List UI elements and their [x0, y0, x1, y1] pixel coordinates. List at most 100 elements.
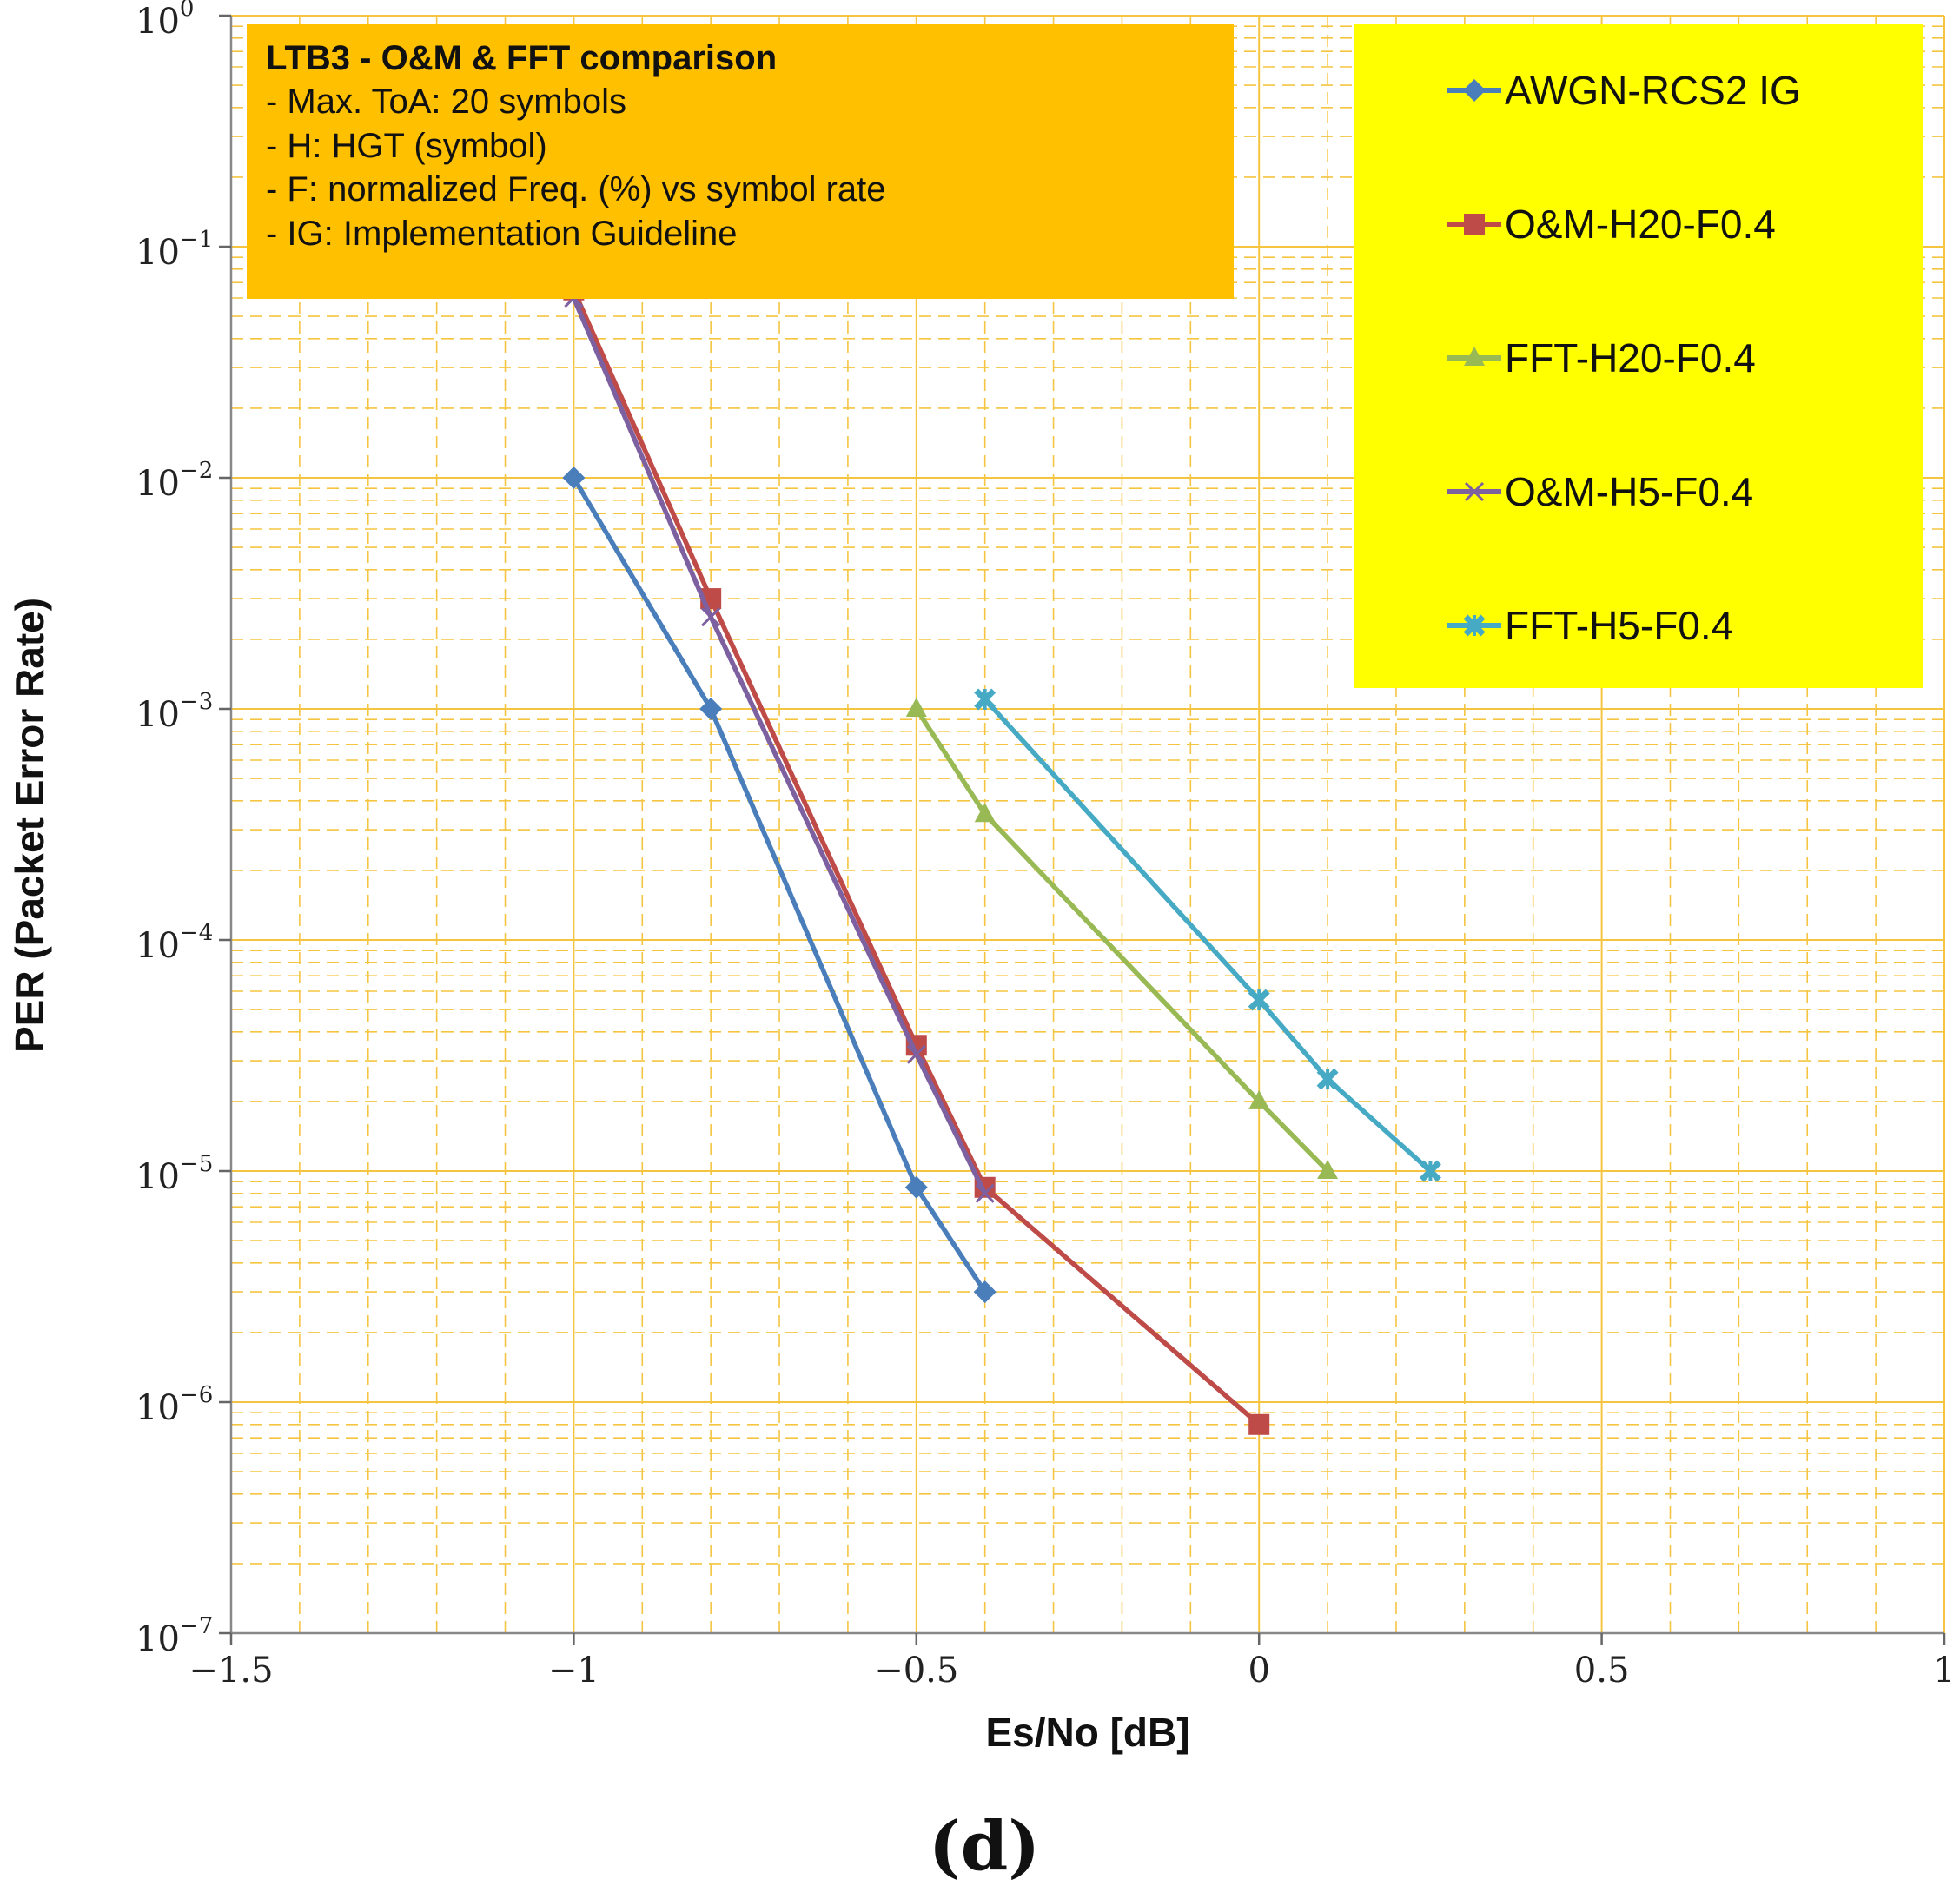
- data-point: [1316, 1068, 1339, 1090]
- data-point: [906, 1044, 926, 1064]
- y-tick-base: 10: [136, 2, 180, 42]
- data-point: [1419, 1160, 1441, 1182]
- legend-swatch-marker: [1464, 347, 1485, 366]
- x-marker-stroke: [906, 1044, 926, 1064]
- y-tick-label: 10−5: [136, 1151, 213, 1197]
- diamond-marker-shape: [1463, 79, 1486, 102]
- triangle-marker-shape: [1317, 1160, 1339, 1179]
- data-point: [905, 698, 927, 717]
- y-tick-exponent: −7: [180, 1613, 213, 1639]
- x-tick-label: −0.5: [874, 1651, 958, 1691]
- triangle-marker-shape: [1464, 347, 1485, 366]
- y-tick-exponent: −1: [180, 227, 213, 253]
- annotation-line-1: - Max. ToA: 20 symbols: [266, 83, 626, 121]
- data-point: [904, 1175, 928, 1199]
- diamond-marker-shape: [904, 1175, 928, 1199]
- legend-label: AWGN-RCS2 IG: [1505, 68, 1801, 113]
- diamond-marker-shape: [699, 698, 723, 720]
- y-tick-label: 10−2: [136, 458, 213, 504]
- y-tick-label: 10−6: [136, 1382, 213, 1428]
- annotation-title: LTB3 - O&M & FFT comparison: [266, 39, 777, 77]
- legend-swatch-marker: [1464, 214, 1485, 235]
- series-awgn-rcs2-ig: [562, 467, 997, 1304]
- square-marker-shape: [1464, 214, 1485, 235]
- legend-label: FFT-H20-F0.4: [1505, 335, 1756, 381]
- series-line: [914, 707, 1330, 1173]
- data-point: [975, 1183, 995, 1203]
- data-point: [562, 467, 586, 489]
- legend-entry-awgn-rcs2-ig: AWGN-RCS2 IG: [1447, 68, 1801, 113]
- legend-entry-o-m-h5-f0-4: O&M-H5-F0.4: [1447, 469, 1753, 514]
- y-tick-exponent: −3: [180, 689, 213, 715]
- triangle-marker-shape: [1248, 1089, 1270, 1109]
- series-line: [983, 698, 1433, 1174]
- legend-label: O&M-H5-F0.4: [1505, 469, 1753, 514]
- y-tick-base: 10: [136, 1157, 180, 1197]
- y-tick-exponent: −6: [180, 1382, 213, 1408]
- x-marker-stroke: [975, 1183, 995, 1203]
- x-tick-labels: −1.5 −1 −0.5 0 0.5 1: [189, 1651, 1955, 1691]
- data-point: [973, 1280, 997, 1304]
- x-tick-label: 0: [1248, 1651, 1269, 1691]
- data-point: [701, 607, 721, 627]
- y-tick-exponent: −5: [180, 1151, 213, 1177]
- annotation-line-3: - F: normalized Freq. (%) vs symbol rate: [266, 170, 886, 208]
- data-point: [699, 698, 723, 720]
- series-line: [572, 476, 987, 1294]
- legend-entry-o-m-h20-f0-4: O&M-H20-F0.4: [1447, 202, 1776, 247]
- legend-swatch-marker: [1464, 481, 1485, 502]
- legend-swatch-marker: [1463, 79, 1486, 102]
- y-tick-base: 10: [136, 1388, 180, 1428]
- y-tick-exponent: −4: [180, 920, 213, 946]
- y-tick-exponent: −2: [180, 458, 213, 484]
- y-tick-label: 10−4: [136, 920, 213, 966]
- y-tick-label: 10−3: [136, 689, 213, 735]
- x-tick-label: 1: [1933, 1651, 1955, 1691]
- annotation-box: LTB3 - O&M & FFT comparison - Max. ToA: …: [247, 24, 1234, 299]
- square-marker-shape: [1248, 1413, 1270, 1435]
- legend: AWGN-RCS2 IG O&M-H20-F0.4 FFT-H20-F0.4 O&M-…: [1354, 24, 1923, 688]
- annotation-line-4: - IG: Implementation Guideline: [266, 215, 737, 253]
- y-tick-base: 10: [136, 233, 180, 273]
- diamond-marker-shape: [562, 467, 586, 489]
- series-layer: [562, 279, 1441, 1435]
- data-point: [1248, 1089, 1270, 1109]
- data-point: [1317, 1160, 1339, 1179]
- y-axis-title: PER (Packet Error Rate): [7, 598, 52, 1053]
- y-tick-base: 10: [136, 695, 180, 735]
- x-marker-stroke: [1464, 481, 1485, 502]
- x-axis-title: Es/No [dB]: [985, 1710, 1189, 1755]
- y-tick-exponent: 0: [180, 0, 195, 22]
- legend-entry-fft-h5-f0-4: FFT-H5-F0.4: [1447, 603, 1733, 648]
- diamond-marker-shape: [973, 1280, 997, 1304]
- y-tick-label: 100: [136, 0, 194, 42]
- series-fft-h5-f0-4: [974, 688, 1441, 1182]
- y-tick-base: 10: [136, 464, 180, 504]
- triangle-marker-shape: [974, 803, 996, 823]
- axes: [219, 14, 1946, 1645]
- series-line: [571, 296, 988, 1194]
- x-tick-label: 0.5: [1574, 1651, 1630, 1691]
- triangle-marker-shape: [905, 698, 927, 717]
- data-point: [974, 803, 996, 823]
- panel-label: (d): [929, 1807, 1040, 1886]
- y-tick-label: 10−1: [136, 227, 213, 273]
- annotation-background: [247, 24, 1234, 299]
- annotation-line-2: - H: HGT (symbol): [266, 127, 547, 165]
- legend-label: O&M-H20-F0.4: [1505, 202, 1776, 247]
- x-marker-stroke: [701, 607, 721, 627]
- x-tick-label: −1.5: [189, 1651, 273, 1691]
- y-tick-base: 10: [136, 926, 180, 966]
- legend-label: FFT-H5-F0.4: [1505, 603, 1733, 648]
- legend-swatch-marker: [1463, 614, 1486, 637]
- y-tick-label: 10−7: [136, 1613, 213, 1659]
- data-point: [1248, 1413, 1270, 1435]
- legend-entry-fft-h20-f0-4: FFT-H20-F0.4: [1447, 335, 1756, 381]
- y-tick-base: 10: [136, 1619, 180, 1659]
- series-fft-h20-f0-4: [905, 698, 1339, 1179]
- x-tick-label: −1: [548, 1651, 599, 1691]
- data-point: [974, 688, 997, 711]
- data-point: [1248, 989, 1270, 1011]
